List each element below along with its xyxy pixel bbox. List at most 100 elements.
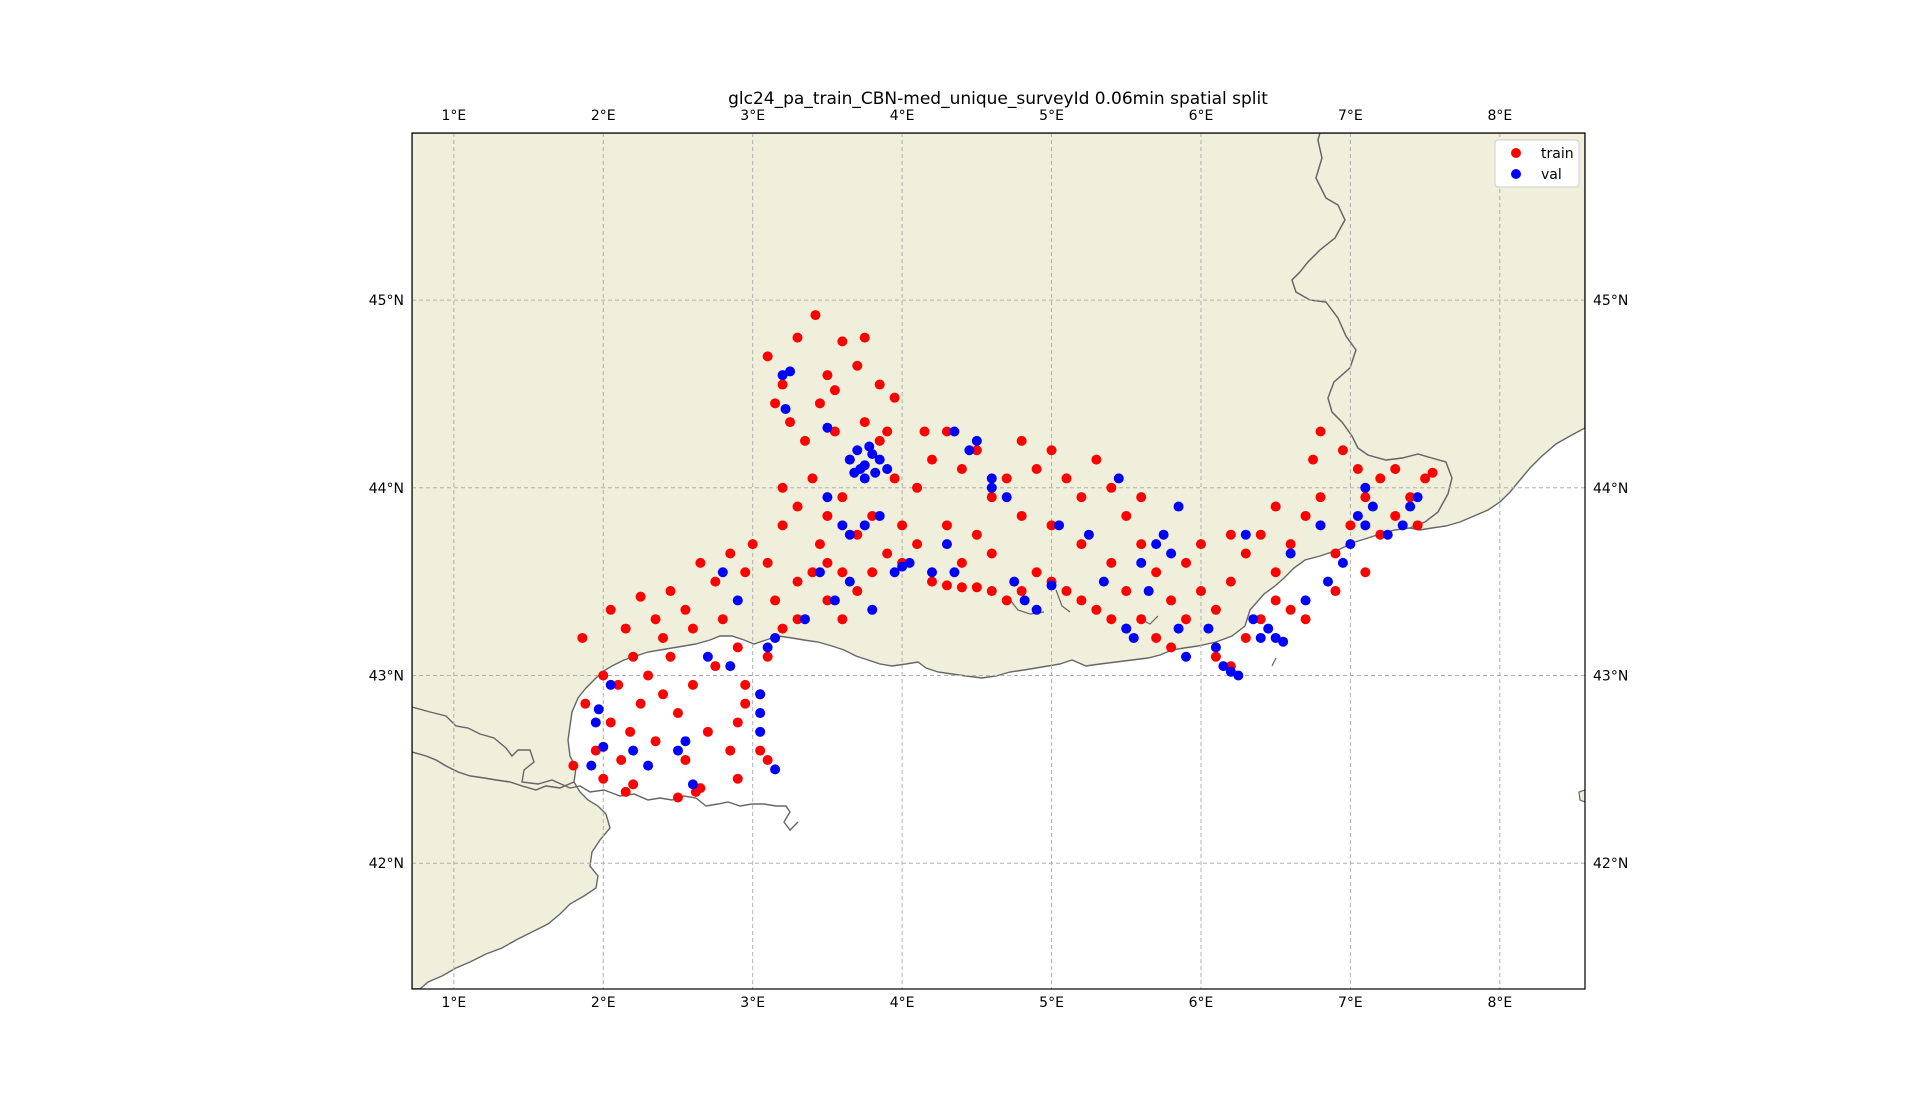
point-train [616,754,627,765]
point-train [635,698,646,709]
point-val [1218,661,1229,672]
point-train [702,726,713,737]
point-train [1352,464,1363,475]
point-val [1270,632,1281,643]
x-tick-label-bottom: 1°E [441,995,466,1011]
point-train [874,379,885,390]
point-train [1345,520,1356,531]
point-val [780,403,791,414]
point-train [1427,467,1438,478]
point-train [725,745,736,756]
point-val [687,779,698,790]
point-val [1173,623,1184,634]
point-train [1270,501,1281,512]
point-train [1195,586,1206,597]
y-tick-label-left: 45°N [369,293,404,309]
point-train [986,586,997,597]
point-train [814,398,825,409]
point-val [1046,580,1057,591]
point-val [837,520,848,531]
point-train [777,623,788,634]
point-val [702,651,713,662]
legend: train val [1494,139,1580,188]
point-val [1367,501,1378,512]
land-italy [1291,133,1585,531]
x-tick-label-top: 2°E [591,108,616,124]
plot-frame [411,132,1586,990]
point-val [1382,529,1393,540]
point-val [755,726,766,737]
point-train [1181,557,1192,568]
point-val [605,679,616,690]
point-val [1397,520,1408,531]
legend-marker-val [1511,169,1521,179]
point-val [1158,529,1169,540]
point-train [1255,614,1266,625]
point-val [1360,482,1371,493]
point-train [1360,567,1371,578]
point-val [1128,632,1139,643]
point-train [941,426,952,437]
point-val [672,745,683,756]
point-val [874,510,885,521]
point-train [889,473,900,484]
point-train [1136,614,1147,625]
point-train [1225,576,1236,587]
point-train [829,426,840,437]
point-train [852,586,863,597]
point-train [971,582,982,593]
point-train [1210,651,1221,662]
point-train [1420,473,1431,484]
point-train [628,779,639,790]
point-val [1173,501,1184,512]
point-train [1412,520,1423,531]
point-train [971,445,982,456]
point-train [1240,632,1251,643]
point-train [1300,510,1311,521]
point-val [586,760,597,771]
point-train [690,786,701,797]
point-val [870,467,881,478]
point-val [785,366,796,377]
point-val [1166,548,1177,559]
point-train [1405,492,1416,503]
point-train [1255,529,1266,540]
point-train [1076,492,1087,503]
x-tick-label-top: 5°E [1039,108,1064,124]
point-train [867,510,878,521]
point-train [1195,539,1206,550]
point-val [598,741,609,752]
point-val [1203,623,1214,634]
point-val [844,529,855,540]
point-train [807,473,818,484]
point-train [762,754,773,765]
point-train [710,576,721,587]
point-train [837,614,848,625]
point-val [904,557,915,568]
point-train [919,426,930,437]
point-train [1390,464,1401,475]
point-train [1001,473,1012,484]
point-val [867,449,878,459]
point-train [650,736,661,747]
legend-label-val: val [1541,167,1562,183]
point-val [1151,539,1162,550]
point-train [568,760,579,771]
point-train [1285,539,1296,550]
point-train [725,548,736,559]
point-val [874,454,885,465]
y-tick-label-left: 42°N [369,856,404,872]
point-val [1255,632,1266,643]
point-train [732,642,743,653]
point-train [1225,529,1236,540]
point-train [785,417,796,428]
point-val [755,708,766,719]
point-train [1106,614,1117,625]
legend-label-train: train [1541,146,1574,162]
point-train [837,492,848,503]
y-tick-label-right: 45°N [1593,293,1628,309]
point-val [889,567,900,578]
point-val [882,464,893,475]
x-tick-label-bottom: 2°E [591,995,616,1011]
